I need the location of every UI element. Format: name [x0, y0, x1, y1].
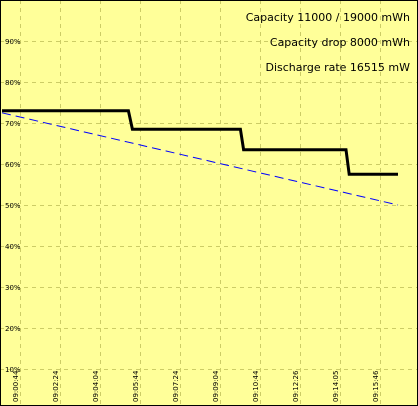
discharge-rate-text: Discharge rate 16515 mW: [265, 61, 410, 74]
capacity-drop-text: Capacity drop 8000 mWh: [269, 36, 410, 49]
y-tick-label: 80%: [5, 79, 21, 87]
y-tick-label: 30%: [5, 284, 21, 292]
x-tick-label: 09:05:44: [132, 370, 140, 402]
y-tick-label: 60%: [5, 161, 21, 169]
capacity-line: [2, 109, 398, 176]
capacity-text: Capacity 11000 / 19000 mWh: [245, 11, 410, 24]
y-tick-label: 40%: [5, 243, 21, 251]
y-tick-label: 10%: [5, 366, 21, 374]
y-tick-label: 20%: [5, 325, 21, 333]
x-tick-label: 09:07:24: [172, 370, 180, 402]
x-axis-labels: 09:00:44 09:02:24 09:04:04 09:05:44 09:07:24…: [12, 370, 380, 402]
x-tick-label: 09:12:26: [292, 370, 300, 402]
chart-series: [1, 109, 399, 206]
x-tick-label: 09:04:04: [92, 370, 100, 402]
x-tick-label: 09:10:44: [252, 370, 260, 402]
x-tick-label: 09:14:05: [332, 371, 340, 402]
y-tick-label: 50%: [5, 202, 21, 210]
trend-line: [1, 112, 399, 206]
x-tick-label: 09:00:44: [12, 370, 20, 402]
y-tick-label: 70%: [5, 120, 21, 128]
y-axis-labels: 10% 20% 30% 40% 50% 60% 70% 80% 90%: [5, 38, 21, 374]
y-tick-label: 90%: [5, 38, 21, 46]
x-tick-label: 09:02:24: [52, 370, 60, 402]
x-tick-label: 09:09:04: [212, 370, 220, 402]
x-tick-label: 09:15:46: [372, 370, 380, 402]
